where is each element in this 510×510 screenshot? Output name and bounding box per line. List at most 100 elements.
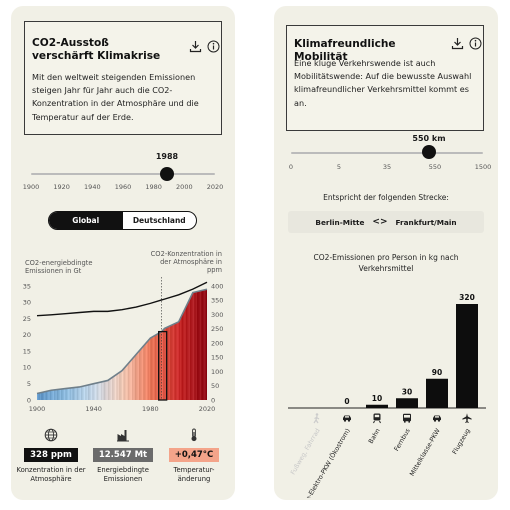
warming-stripe [76,289,79,400]
warming-stripe [80,289,83,400]
warming-stripe [192,289,195,400]
region-toggle[interactable]: Global Deutschland [48,211,197,230]
download-icon[interactable] [451,37,464,50]
warming-stripe [174,289,177,400]
warming-stripe [188,289,191,400]
warming-stripe [42,289,45,400]
co2-info-box: CO2-Ausstoß verschärft Klimakrise Mit de… [24,21,222,135]
warming-stripe [147,289,150,400]
warming-stripe [150,289,153,400]
bus-icon [403,413,411,423]
warming-stripe [197,289,199,400]
warming-stripe [167,289,170,400]
warming-stripe [170,289,172,400]
warming-stripe [83,289,86,400]
warming-stripe [164,289,167,400]
concentration-label: Konzentration in der Atmosphäre [16,466,86,483]
warming-stripe [85,289,87,400]
info-icon[interactable] [207,40,220,53]
warming-stripe [156,289,158,400]
warming-stripe [181,289,184,400]
right-axis-tick: 150 [211,354,223,362]
concentration-line [36,281,208,317]
distance-tick: 1500 [474,163,492,171]
bar-category-label: Fußweg, Fahrrad [290,428,322,477]
emissions-label: Energiebdingte Emissionen [97,466,149,483]
warming-stripe [54,289,56,400]
right-axis-tick: 300 [211,311,223,319]
left-axis-tick: 25 [23,315,31,323]
car-icon [433,415,441,422]
left-axis-tick: 0 [27,396,31,404]
warming-stripe [146,289,148,400]
route-caption: Entspricht der folgenden Strecke: [323,193,449,202]
route-arrow-icon: <> [372,217,388,227]
left-axis-tick: 10 [23,364,31,372]
toggle-global[interactable]: Global [49,212,123,229]
year-tick: 2020 [206,183,224,191]
warming-stripe [154,289,157,400]
distance-slider-track[interactable] [291,152,483,154]
left-axis-tick: 30 [23,299,31,307]
warming-stripe [44,289,46,400]
year-tick: 2000 [176,183,193,191]
bar-value-label: 10 [372,394,382,403]
bar [426,378,448,408]
co2-card: CO2-Ausstoß verschärft Klimakrise Mit de… [11,6,235,500]
warming-stripe [86,289,89,400]
distance-slider-knob[interactable] [422,145,436,159]
factory-icon [117,430,129,442]
route-from: Berlin-Mitte [315,217,365,227]
warming-stripe [201,289,204,400]
warming-stripes [37,289,207,400]
year-tick: 1900 [22,183,40,191]
warming-stripe [194,289,197,400]
warming-stripe [41,289,44,400]
car-icon [343,415,351,422]
warming-stripe [46,289,49,400]
walk-icon [313,413,320,424]
warming-stripe [55,289,58,400]
left-axis-tick: 35 [23,282,31,290]
left-axis-tick: 15 [23,347,31,355]
warming-stripe [93,289,96,400]
warming-stripe [158,289,161,400]
chart-left-axis-label: CO2-energiebdingte Emissionen in Gt [25,259,93,275]
warming-stripe [184,289,187,400]
warming-stripe [187,289,189,400]
warming-stripe [89,289,92,400]
warming-stripe [180,289,182,400]
year-slider-track[interactable] [31,173,215,175]
warming-stripe [175,289,178,400]
distance-tick: 5 [336,163,342,171]
bar-category-label: Bahn [368,428,382,446]
year-slider-knob[interactable] [160,167,174,181]
emissions-line [36,288,208,395]
concentration-value: 328 ppm [24,448,78,462]
warming-stripe [48,289,51,400]
warming-stripe [163,289,165,400]
mobility-card-text: Eine kluge Verkehrswende ist auch Mobili… [294,58,472,108]
bar-value-label: 30 [402,387,412,396]
year-tick: 1940 [84,183,101,191]
info-icon[interactable] [469,37,482,50]
mobility-card-title: Klimafreundliche Mobilität [294,38,396,63]
warming-stripe [52,289,55,400]
temperature-value: +0,47°C [168,448,220,462]
warming-stripe [73,289,76,400]
warming-stripe [63,289,66,400]
right-axis-tick: 100 [211,368,223,376]
plane-icon [462,413,472,423]
download-icon[interactable] [189,40,202,53]
mobility-info-box: Klimafreundliche Mobilität Eine kluge Ve… [286,25,484,131]
distance-slider-value: 550 km [412,134,446,143]
warming-stripe [62,289,65,400]
bar-value-label: 320 [459,293,475,302]
left-axis-tick: 20 [23,331,31,339]
warming-stripe [173,289,175,400]
bar [366,404,388,408]
toggle-deutschland[interactable]: Deutschland [132,216,186,225]
warming-stripe [90,289,93,400]
warming-stripe [68,289,70,400]
x-axis-tick: 1980 [142,405,159,413]
